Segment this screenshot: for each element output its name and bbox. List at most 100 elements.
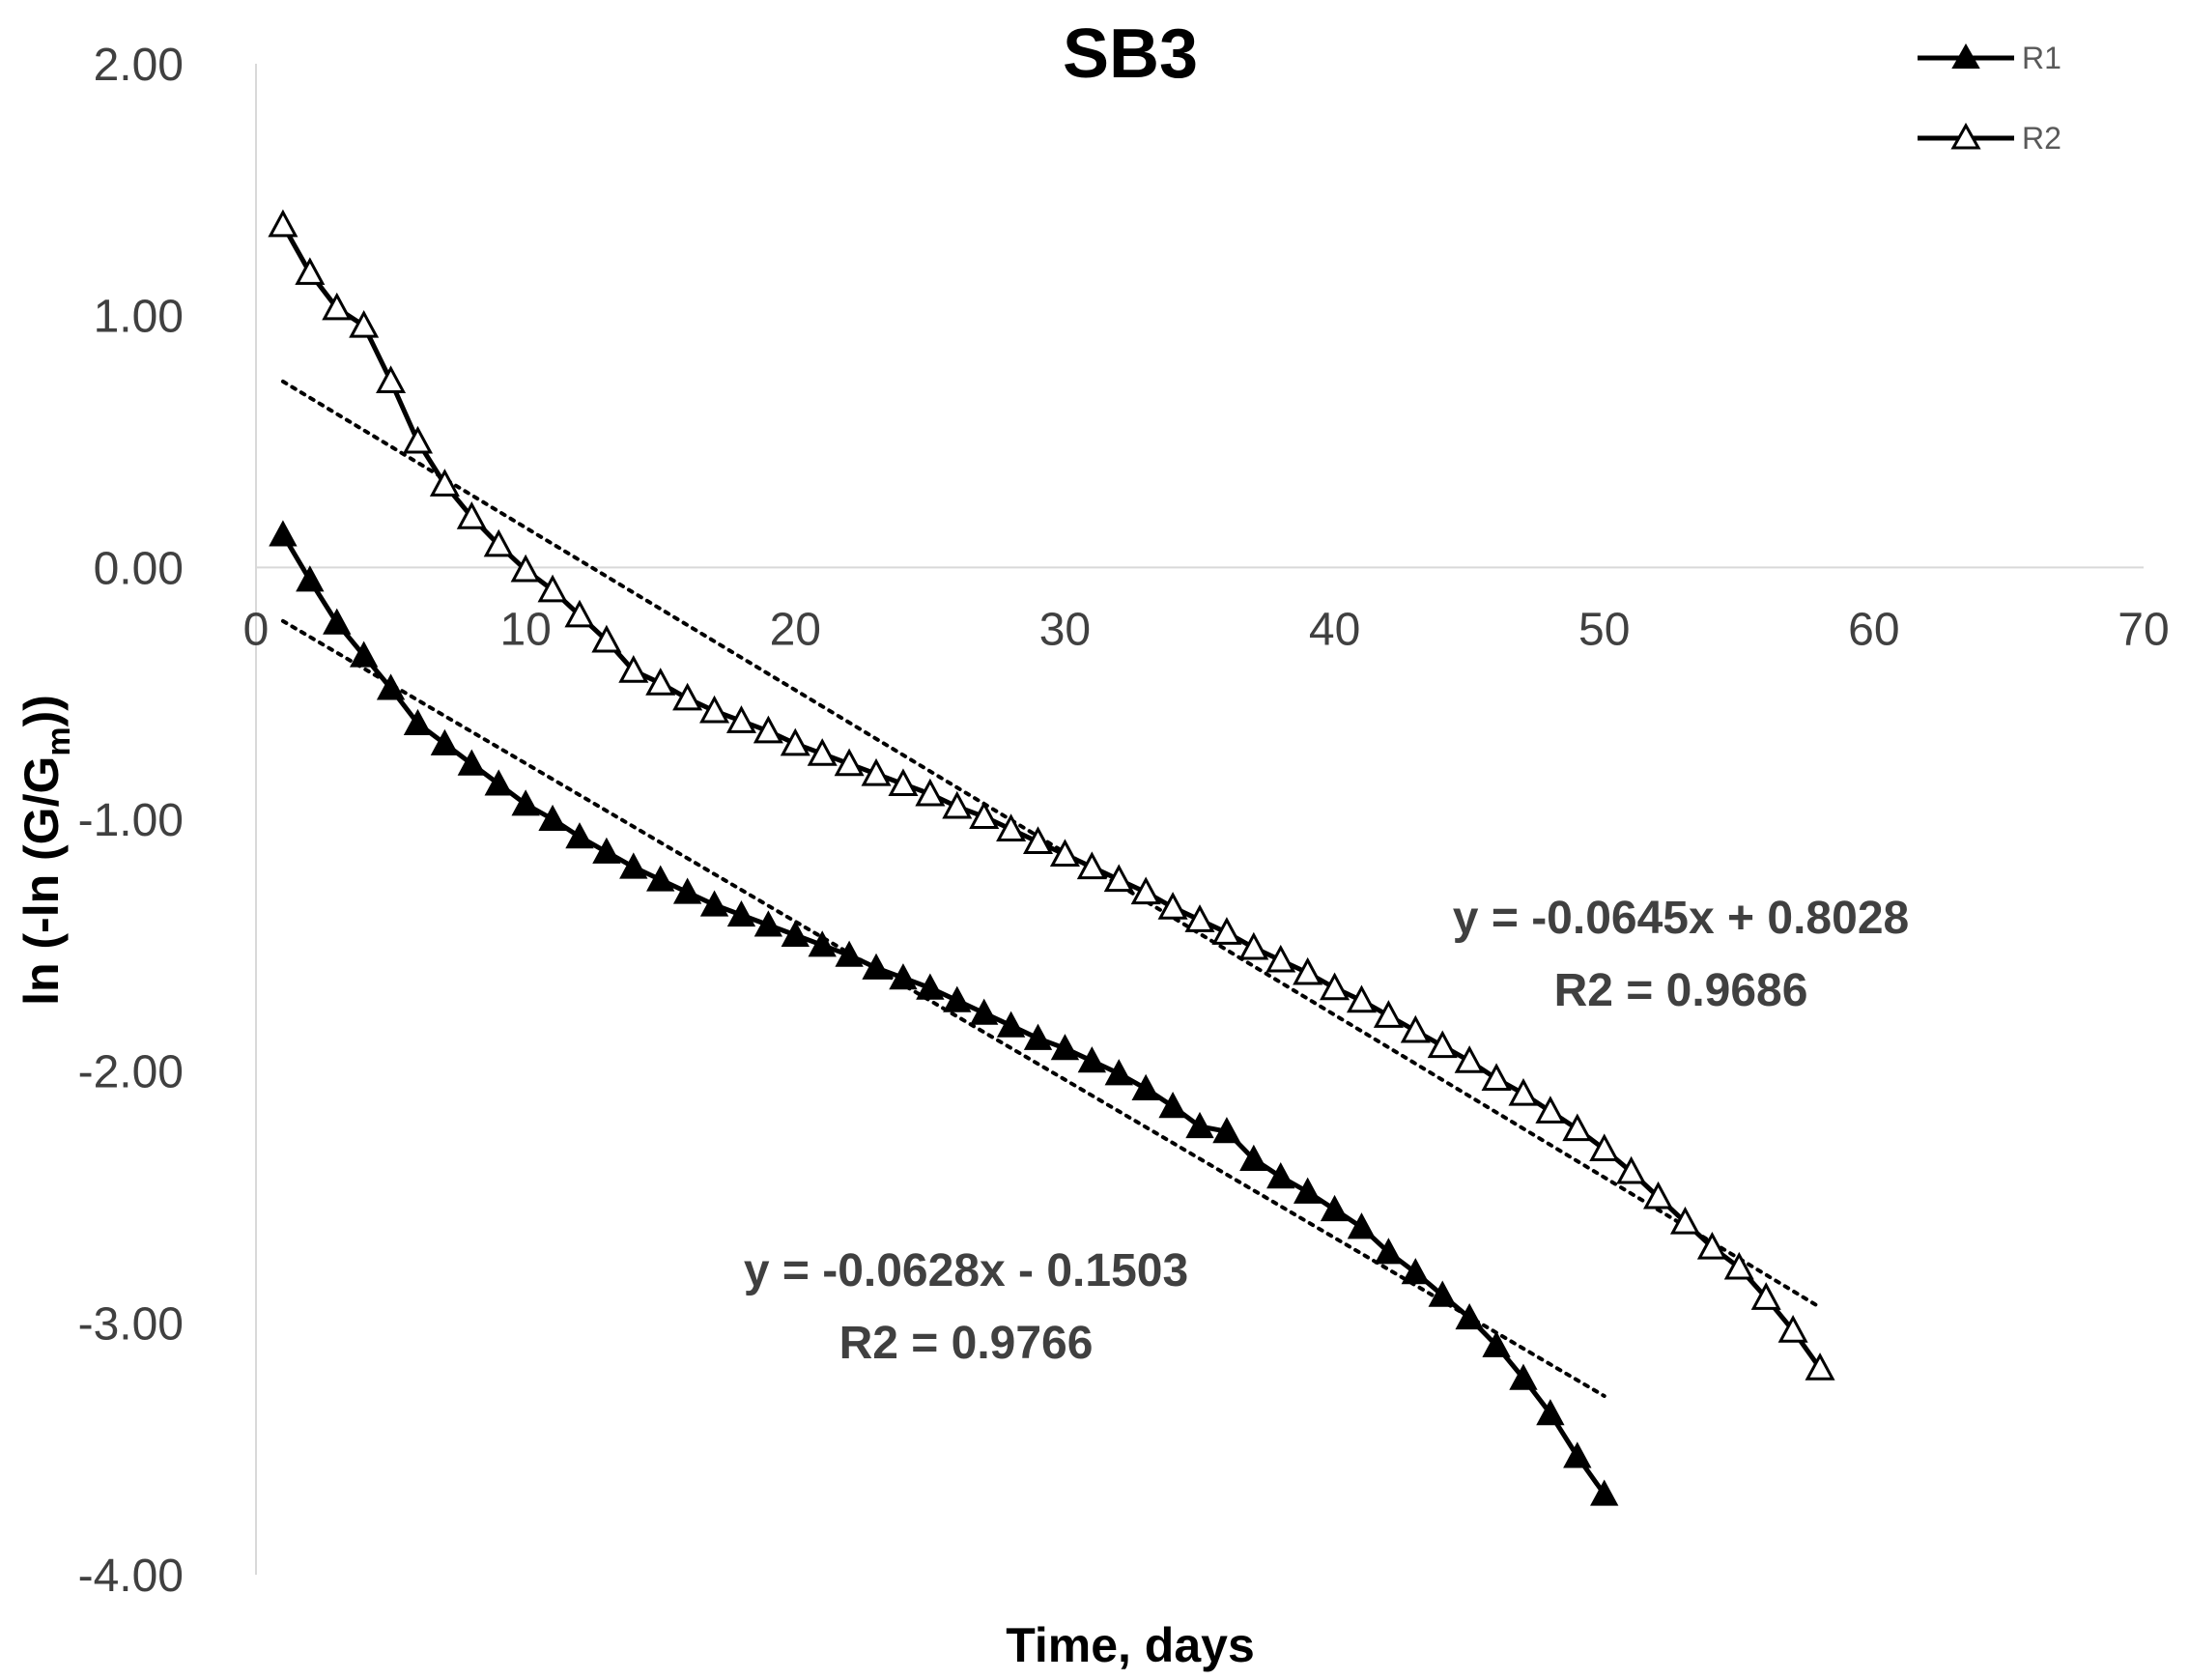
data-point-r2 (456, 501, 487, 529)
data-point-r1 (323, 608, 352, 635)
trendline-r1 (280, 618, 1606, 1399)
data-point-r2 (834, 748, 865, 777)
data-point-r2 (1265, 944, 1296, 973)
data-point-r2 (888, 768, 919, 797)
x-tick-label: 60 (1848, 604, 1899, 655)
data-point-r2 (1723, 1251, 1754, 1280)
axes (255, 64, 2144, 1575)
y-tick-label: -4.00 (78, 1551, 184, 1602)
x-tick-label: 70 (2118, 604, 2169, 655)
x-tick-labels: 0 10 20 30 40 50 60 70 (243, 604, 2170, 655)
data-point-r2 (1535, 1096, 1566, 1124)
y-tick-label: 1.00 (94, 292, 184, 343)
y-tick-label: -1.00 (78, 795, 184, 846)
trend-r1-rsquared: R2 = 0.9766 (839, 1318, 1094, 1369)
data-point-r2 (1076, 851, 1107, 880)
data-point-r2 (402, 425, 434, 454)
data-point-r1 (808, 930, 837, 957)
data-point-r1 (1482, 1330, 1511, 1357)
data-point-r1 (403, 708, 433, 735)
data-point-r1 (592, 837, 621, 864)
x-tick-label: 20 (770, 604, 821, 655)
y-axis-title: ln (-ln (G/Gm)) (14, 695, 77, 1006)
data-point-r2 (725, 705, 756, 733)
x-tick-label: 10 (499, 604, 551, 655)
data-point-r2 (1669, 1206, 1700, 1235)
data-point-r2 (942, 790, 973, 819)
data-point-r1 (1347, 1212, 1377, 1239)
data-point-r1 (943, 985, 972, 1012)
legend-item-r2: R2 (1918, 121, 2061, 156)
data-point-r2 (322, 292, 353, 321)
data-point-r2 (1777, 1314, 1808, 1343)
data-point-r1 (1104, 1059, 1133, 1086)
legend-item-r1: R1 (1918, 41, 2061, 75)
data-point-r2 (780, 727, 810, 756)
data-point-r2 (1805, 1353, 1835, 1381)
data-point-r1 (511, 789, 540, 816)
data-point-r1 (862, 953, 891, 980)
data-point-r1 (1509, 1363, 1538, 1390)
data-point-r1 (269, 520, 298, 547)
data-point-r1 (1212, 1117, 1241, 1144)
data-point-r2 (1373, 1000, 1404, 1028)
data-point-r2 (807, 738, 838, 766)
data-point-r2 (915, 778, 946, 807)
data-point-r1 (699, 890, 729, 917)
trendlines (280, 379, 1823, 1399)
data-point-r1 (1563, 1441, 1592, 1468)
data-point-r1 (1077, 1046, 1107, 1073)
data-point-r2 (510, 554, 541, 583)
data-point-r1 (1293, 1177, 1322, 1204)
data-point-r1 (672, 877, 702, 904)
data-point-r1 (1401, 1258, 1430, 1285)
data-point-r1 (1590, 1479, 1619, 1506)
data-point-r2 (1049, 839, 1080, 868)
data-point-r1 (1374, 1238, 1404, 1265)
trend-r2-rsquared: R2 = 0.9686 (1554, 965, 1808, 1016)
data-point-r2 (645, 668, 676, 696)
x-tick-label: 40 (1309, 604, 1360, 655)
data-point-r2 (1184, 904, 1215, 932)
trend-r1-equation: y = -0.0628x - 0.1503 (744, 1245, 1188, 1296)
data-point-r2 (699, 695, 730, 724)
data-point-r1 (646, 865, 675, 892)
data-point-r2 (349, 309, 380, 338)
data-point-r2 (537, 574, 568, 603)
data-point-r2 (1481, 1063, 1512, 1092)
data-point-r2 (1589, 1133, 1620, 1162)
data-point-r2 (618, 655, 649, 683)
x-tick-label: 30 (1039, 604, 1091, 655)
chart-title: SB3 (1063, 15, 1198, 93)
trend-r2-equation: y = -0.0645x + 0.8028 (1453, 893, 1909, 944)
data-point-r2 (429, 469, 460, 497)
legend-r1-marker (1951, 43, 1980, 69)
data-point-r1 (835, 940, 864, 967)
y-tick-labels: 2.00 1.00 0.00 -1.00 -2.00 -3.00 -4.00 (78, 40, 184, 1602)
legend: R1 R2 (1918, 41, 2061, 156)
data-point-r1 (1131, 1073, 1160, 1100)
data-point-r1 (1239, 1144, 1268, 1171)
data-point-r2 (1103, 864, 1134, 893)
data-point-r1 (376, 673, 406, 700)
data-point-r1 (484, 769, 513, 796)
data-point-r2 (1293, 956, 1323, 985)
data-point-r1 (1266, 1162, 1295, 1189)
data-point-r2 (376, 365, 407, 393)
legend-r2-label: R2 (2022, 121, 2061, 156)
y-tick-label: -2.00 (78, 1047, 184, 1098)
data-point-r1 (1536, 1399, 1565, 1426)
data-point-r2 (753, 715, 783, 744)
data-point-r2 (969, 801, 1000, 829)
data-point-r2 (1320, 972, 1350, 1001)
data-point-r1 (296, 565, 325, 592)
data-point-r1 (1320, 1194, 1350, 1222)
data-point-r2 (1454, 1045, 1485, 1073)
data-point-r2 (1696, 1231, 1727, 1260)
data-point-r2 (1750, 1282, 1781, 1310)
data-point-r1 (1428, 1280, 1457, 1307)
data-point-r2 (1400, 1014, 1431, 1043)
data-point-r1 (538, 804, 567, 832)
y-tick-label: 0.00 (94, 543, 184, 594)
